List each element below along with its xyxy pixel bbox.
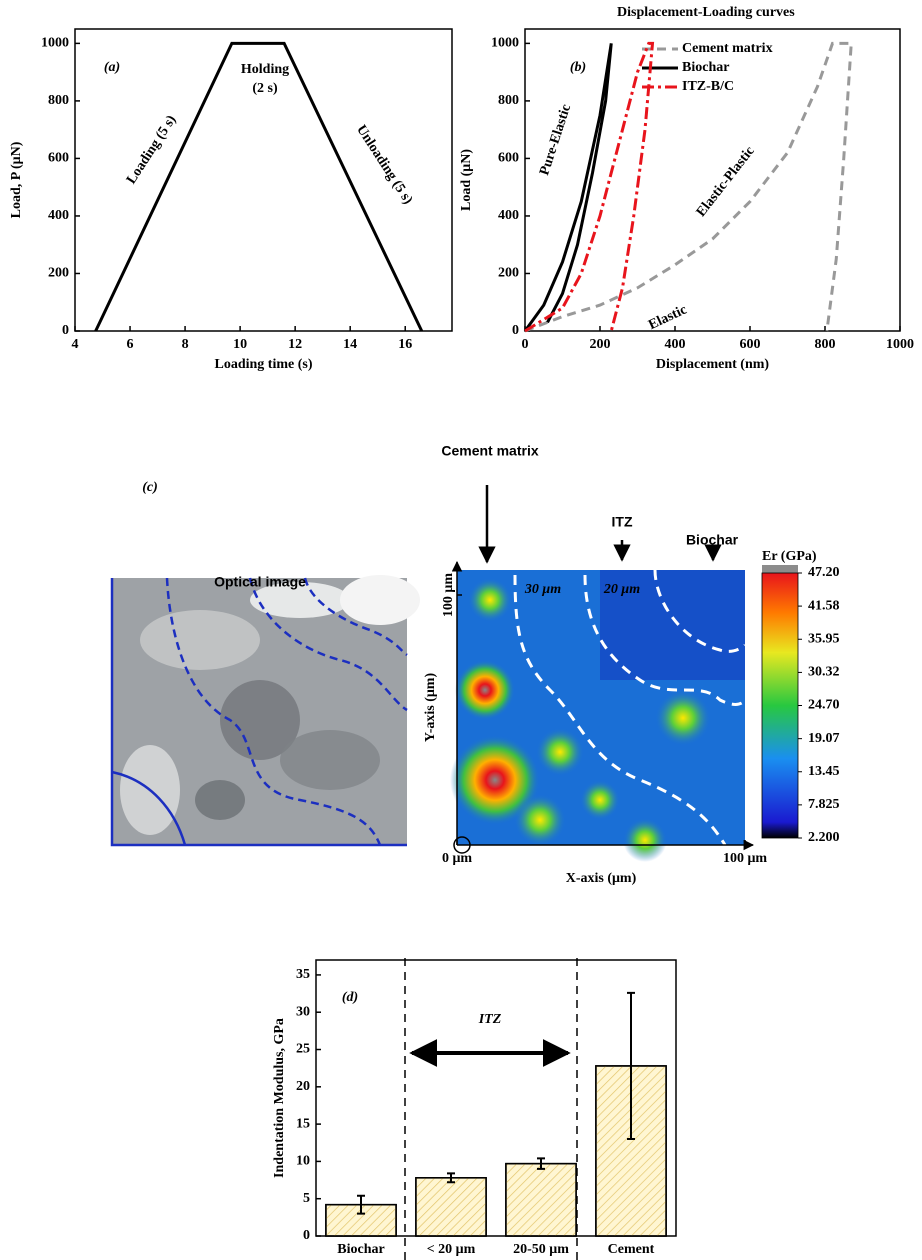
annotation: (d) bbox=[342, 990, 358, 1005]
x-tick-label: 8 bbox=[182, 337, 189, 352]
annotation: Cement matrix bbox=[441, 443, 538, 459]
y-tick-label: 0 bbox=[62, 323, 69, 338]
colorbar-tick-label: 41.58 bbox=[808, 598, 840, 613]
y-tick-label: 200 bbox=[48, 266, 69, 281]
annotation: ITZ bbox=[612, 514, 633, 530]
x-tick-label: 100 μm bbox=[723, 851, 767, 866]
chart-title: Displacement-Loading curves bbox=[617, 5, 795, 20]
y-axis-label: Indentation Modulus, GPa bbox=[272, 1018, 287, 1178]
x-tick-label: 12 bbox=[288, 337, 302, 352]
x-tick-label: 200 bbox=[590, 337, 611, 352]
annotation: 30 μm bbox=[524, 582, 561, 597]
y-tick-label: 400 bbox=[48, 208, 69, 223]
x-tick-label: 0 μm bbox=[442, 851, 472, 866]
x-tick-label: < 20 μm bbox=[427, 1242, 476, 1257]
x-tick-label: 16 bbox=[398, 337, 412, 352]
y-tick-label: 800 bbox=[48, 93, 69, 108]
x-tick-label: Cement bbox=[608, 1242, 655, 1257]
legend-label: Cement matrix bbox=[682, 41, 773, 56]
y-tick-label: 35 bbox=[296, 967, 310, 982]
y-tick-label: 200 bbox=[498, 266, 519, 281]
y-axis-label: Y-axis (μm) bbox=[423, 673, 438, 743]
annotation: Optical image bbox=[214, 574, 306, 590]
y-tick-label: 100 μm bbox=[441, 573, 456, 617]
x-axis-label: X-axis (μm) bbox=[566, 871, 637, 886]
legend-label: Biochar bbox=[682, 60, 729, 75]
annotation: ITZ bbox=[478, 1012, 502, 1027]
y-axis-label: Load (μN) bbox=[459, 149, 474, 211]
x-tick-label: 20-50 μm bbox=[513, 1242, 569, 1257]
annotation: (a) bbox=[104, 60, 120, 75]
colorbar-tick-label: 2.200 bbox=[808, 830, 840, 845]
y-tick-label: 400 bbox=[498, 208, 519, 223]
y-axis-label: Load, P (μN) bbox=[9, 141, 24, 218]
y-tick-label: 25 bbox=[296, 1042, 310, 1057]
colorbar-tick-label: 24.70 bbox=[808, 698, 840, 713]
annotation: (b) bbox=[570, 60, 586, 75]
x-tick-label: 14 bbox=[343, 337, 357, 352]
x-tick-label: 1000 bbox=[886, 337, 914, 352]
annotation: (c) bbox=[142, 480, 158, 495]
x-tick-label: 0 bbox=[522, 337, 529, 352]
bar-hatch bbox=[506, 1164, 576, 1236]
y-tick-label: 600 bbox=[48, 151, 69, 166]
colorbar-tick-label: 13.45 bbox=[808, 764, 840, 779]
colorbar bbox=[762, 573, 798, 838]
x-tick-label: 600 bbox=[740, 337, 761, 352]
y-tick-label: 1000 bbox=[41, 36, 69, 51]
colorbar-tick-label: 7.825 bbox=[808, 797, 840, 812]
y-tick-label: 0 bbox=[512, 323, 519, 338]
annotation: Unloading (5 s) bbox=[353, 123, 415, 208]
colorbar-title: Er (GPa) bbox=[762, 549, 817, 564]
annotation: Elastic bbox=[646, 302, 689, 333]
optical-image bbox=[112, 575, 420, 845]
annotation: Biochar bbox=[686, 532, 739, 548]
series-line bbox=[525, 43, 611, 331]
annotation: Pure-Elastic bbox=[537, 103, 574, 178]
annotation: Loading (5 s) bbox=[124, 113, 180, 187]
bar-hatch bbox=[416, 1178, 486, 1236]
y-tick-label: 5 bbox=[303, 1191, 310, 1206]
annotation: Holding bbox=[241, 62, 289, 77]
x-axis-label: Displacement (nm) bbox=[656, 357, 769, 372]
colorbar-tick-label: 19.07 bbox=[808, 731, 840, 746]
y-tick-label: 10 bbox=[296, 1154, 310, 1169]
y-tick-label: 0 bbox=[303, 1228, 310, 1243]
y-tick-label: 15 bbox=[296, 1116, 310, 1131]
annotation: Elastic-Plastic bbox=[694, 144, 758, 220]
colorbar-tick-label: 35.95 bbox=[808, 631, 840, 646]
colorbar-tick-label: 30.32 bbox=[808, 665, 840, 680]
x-tick-label: 4 bbox=[72, 337, 79, 352]
x-tick-label: 800 bbox=[815, 337, 836, 352]
y-tick-label: 600 bbox=[498, 151, 519, 166]
legend-label: ITZ-B/C bbox=[682, 79, 734, 94]
y-tick-label: 1000 bbox=[491, 36, 519, 51]
x-tick-label: 6 bbox=[127, 337, 134, 352]
x-axis-label: Loading time (s) bbox=[215, 357, 313, 372]
x-tick-label: 10 bbox=[233, 337, 247, 352]
figure: 0200400600800100046810121416Loading time… bbox=[0, 0, 922, 1260]
colorbar-cap bbox=[762, 565, 798, 573]
x-tick-label: 400 bbox=[665, 337, 686, 352]
y-tick-label: 30 bbox=[296, 1004, 310, 1019]
colorbar-tick-label: 47.20 bbox=[808, 565, 840, 580]
annotation: (2 s) bbox=[252, 81, 278, 96]
y-tick-label: 20 bbox=[296, 1079, 310, 1094]
x-tick-label: Biochar bbox=[337, 1242, 384, 1257]
y-tick-label: 800 bbox=[498, 93, 519, 108]
annotation: 20 μm bbox=[603, 582, 640, 597]
